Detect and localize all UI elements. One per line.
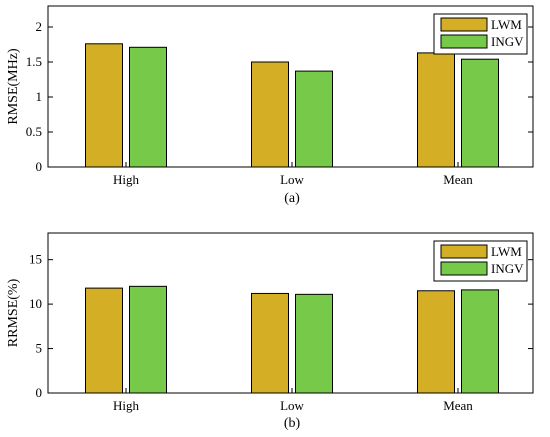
bar-lwm-mean (417, 290, 455, 394)
legend-label-ingv: INGV (491, 34, 524, 49)
bar-ingv-high (129, 46, 167, 168)
legend: LWM INGV (433, 240, 528, 282)
chart-panel-b: 0 5 10 15 RRMSE(%) High Low Mean (b) LWM INGV (6, 232, 534, 431)
y-tick-label: 0.5 (26, 124, 42, 139)
y-axis-label: RRMSE(%) (6, 278, 21, 347)
plot-frame (47, 232, 534, 394)
bar-ingv-high (129, 285, 167, 394)
bar-lwm-high (85, 43, 123, 168)
x-tick-label: Mean (443, 398, 473, 413)
x-tick-label: Low (280, 398, 304, 413)
x-tick-label: High (113, 172, 140, 187)
x-tick-label: Low (280, 172, 304, 187)
legend: LWM INGV (433, 13, 528, 55)
x-tick-label: Mean (443, 172, 473, 187)
y-tick-label: 10 (29, 296, 42, 311)
y-tick-label: 0 (36, 385, 43, 400)
y-tick-label: 2 (36, 19, 43, 34)
legend-swatch-lwm (440, 17, 488, 32)
y-tick-label: 15 (29, 252, 42, 267)
bar-lwm-high (85, 287, 123, 394)
plot-frame (47, 5, 534, 168)
y-tick-label: 0 (36, 159, 43, 174)
y-tick-label: 5 (36, 341, 43, 356)
legend-swatch-lwm (440, 244, 488, 259)
panel-caption: (b) (284, 416, 301, 431)
y-axis-label: RMSE(MHz) (6, 48, 21, 125)
chart-panel-a: 0 0.5 1 1.5 2 RMSE(MHz) High Low Mean (a) LWM INGV (6, 5, 534, 206)
bar-ingv-mean (461, 58, 499, 168)
bar-ingv-low (295, 293, 333, 394)
bar-ingv-low (295, 70, 333, 168)
legend-label-lwm: LWM (491, 17, 522, 32)
x-tick-label: High (113, 398, 140, 413)
legend-label-lwm: LWM (491, 244, 522, 259)
bar-lwm-mean (417, 52, 455, 168)
y-tick-label: 1 (36, 89, 43, 104)
panel-caption: (a) (284, 191, 300, 206)
bar-ingv-mean (461, 289, 499, 394)
legend-swatch-ingv (440, 261, 488, 276)
legend-label-ingv: INGV (491, 261, 524, 276)
bar-lwm-low (251, 292, 289, 394)
bar-lwm-low (251, 61, 289, 168)
y-tick-label: 1.5 (26, 54, 42, 69)
legend-swatch-ingv (440, 34, 488, 49)
